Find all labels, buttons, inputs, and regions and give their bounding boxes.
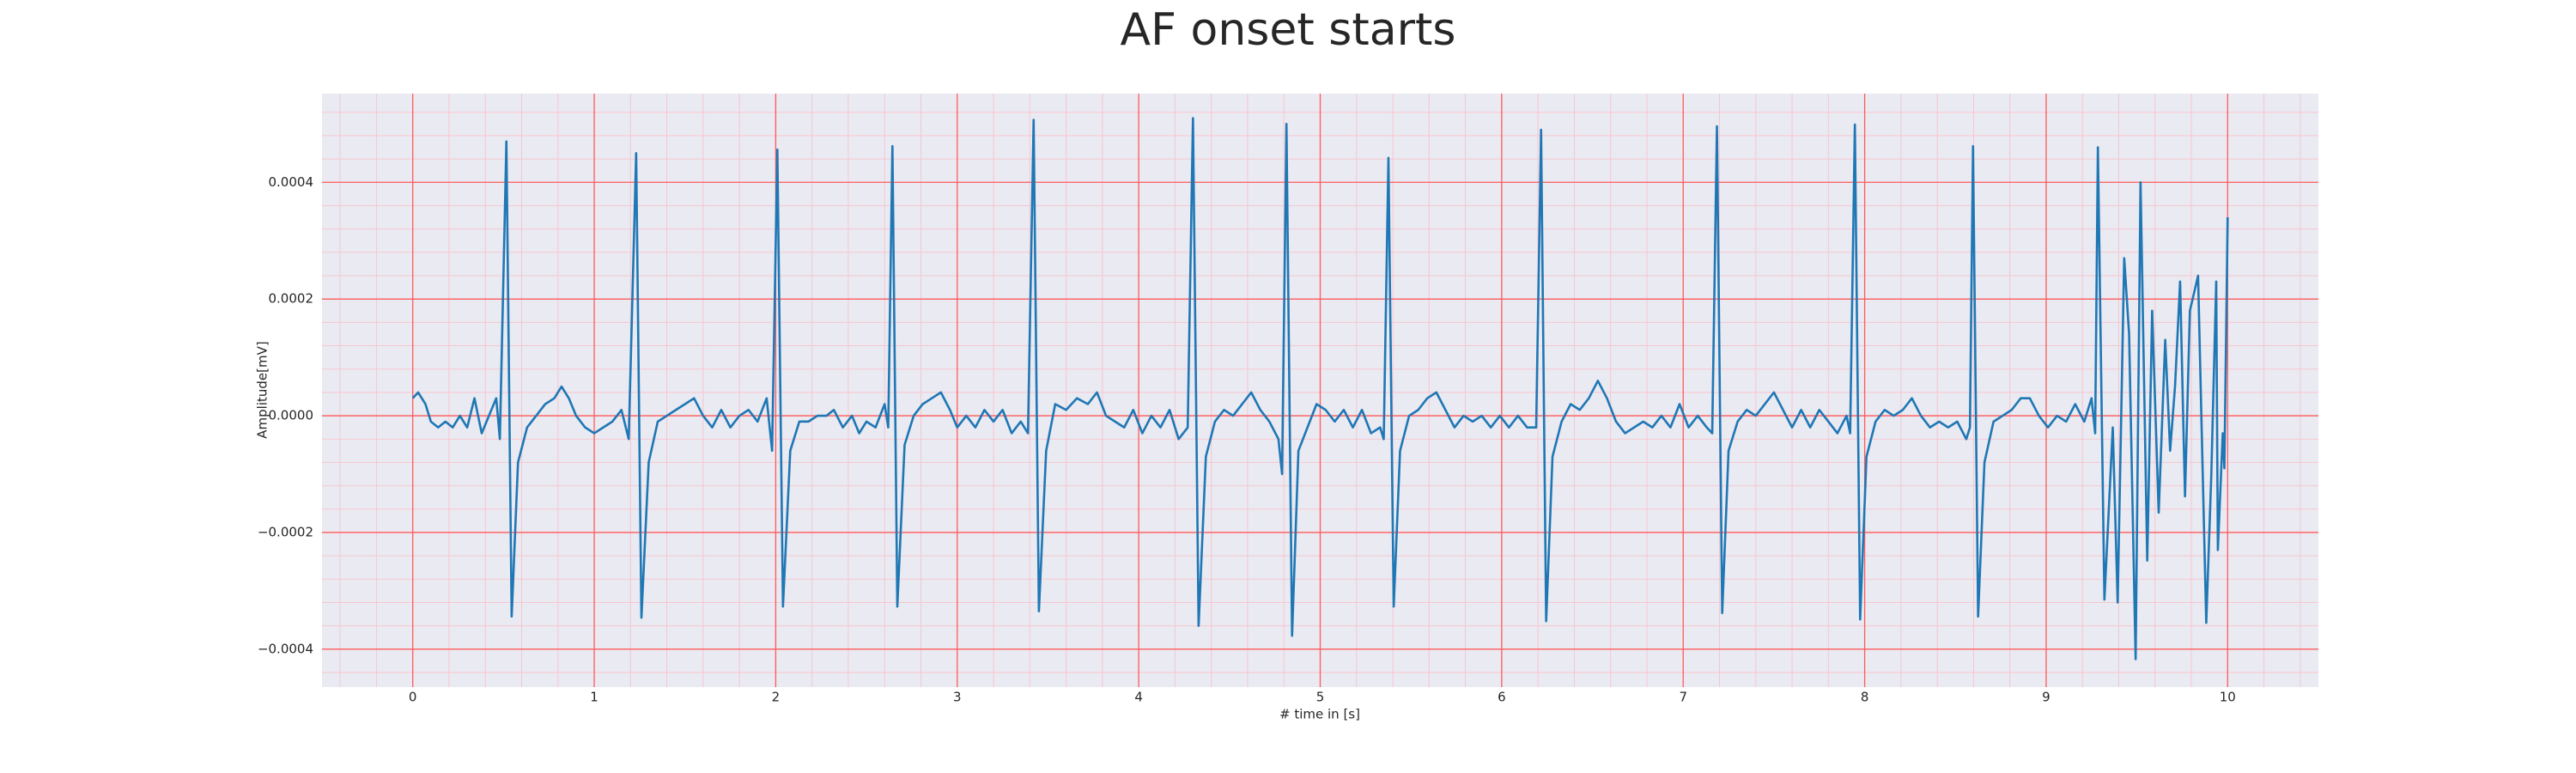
x-tick-label: 1 [590, 690, 598, 705]
x-tick-label: 7 [1679, 690, 1687, 705]
x-tick-label: 6 [1498, 690, 1506, 705]
chart-title: AF onset starts [1121, 4, 1456, 56]
x-tick-label: 10 [2220, 690, 2236, 705]
y-tick-label: 0.0004 [269, 174, 314, 190]
x-tick-label: 4 [1134, 690, 1143, 705]
y-tick-label: −0.0002 [258, 524, 313, 539]
signal-line [411, 117, 2229, 660]
x-tick-label: 8 [1861, 690, 1869, 705]
y-axis-label: Amplitude[mV] [255, 341, 270, 438]
x-tick-label: 0 [409, 690, 417, 705]
y-tick-label: 0.0000 [269, 408, 314, 423]
y-tick-label: −0.0004 [258, 641, 313, 656]
x-tick-label: 3 [953, 690, 962, 705]
x-axis-label: # time in [s] [1279, 707, 1360, 722]
grid [322, 94, 2318, 687]
x-tick-label: 2 [772, 690, 781, 705]
y-tick-label: 0.0002 [269, 291, 314, 307]
x-tick-label: 5 [1316, 690, 1325, 705]
x-tick-label: 9 [2042, 690, 2050, 705]
